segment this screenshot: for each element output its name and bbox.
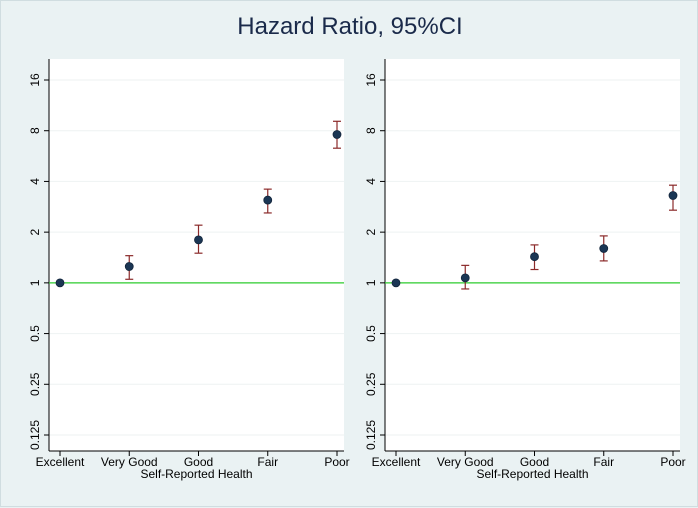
y-tick-label: 0.25 bbox=[364, 372, 378, 396]
x-tick-label: Very Good bbox=[101, 455, 158, 469]
x-tick-label: Good bbox=[520, 455, 549, 469]
x-tick-label: Excellent bbox=[36, 455, 85, 469]
x-tick-label: Very Good bbox=[437, 455, 494, 469]
data-point bbox=[668, 191, 678, 200]
data-point bbox=[194, 235, 203, 245]
x-axis-title: Self-Reported Health bbox=[140, 467, 252, 481]
data-point bbox=[124, 262, 134, 271]
y-tick-label: 4 bbox=[364, 178, 378, 185]
chart-title: Hazard Ratio, 95%CI bbox=[237, 13, 463, 40]
y-tick-label: 2 bbox=[364, 228, 378, 235]
y-tick-label: 0.125 bbox=[28, 420, 42, 450]
data-point bbox=[530, 252, 539, 262]
y-tick-label: 0.5 bbox=[28, 325, 42, 342]
x-tick-label: Poor bbox=[324, 455, 349, 469]
data-point bbox=[599, 244, 609, 253]
panel-right: 0.125 0.25 0.5 1 2 4 8 16 Excellent Very Good Good… bbox=[364, 59, 686, 481]
y-tick-label: 1 bbox=[28, 279, 42, 286]
y-tick-label: 0.25 bbox=[28, 372, 42, 396]
y-tick-label: 1 bbox=[364, 279, 378, 286]
x-axis-title: Self-Reported Health bbox=[476, 467, 588, 481]
data-point bbox=[55, 278, 65, 288]
data-point bbox=[263, 195, 273, 205]
data-point bbox=[460, 273, 470, 283]
y-tick-label: 8 bbox=[28, 127, 42, 134]
y-tick-label: 0.5 bbox=[364, 325, 378, 342]
y-tick-label: 2 bbox=[28, 228, 42, 235]
y-tick-label: 16 bbox=[364, 73, 378, 87]
y-tick-label: 16 bbox=[28, 73, 42, 87]
x-tick-label: Poor bbox=[660, 455, 685, 469]
panel-left: 0.125 0.25 0.5 1 2 4 8 16 Excellent Very Good Good… bbox=[28, 59, 350, 481]
plot-region bbox=[49, 59, 344, 451]
y-tick-label: 0.125 bbox=[364, 420, 378, 450]
x-tick-label: Good bbox=[184, 455, 213, 469]
data-point bbox=[332, 130, 342, 139]
x-tick-label: Fair bbox=[593, 455, 614, 469]
data-point bbox=[391, 278, 401, 288]
x-tick-label: Fair bbox=[257, 455, 278, 469]
y-tick-label: 4 bbox=[28, 178, 42, 185]
y-tick-label: 8 bbox=[364, 127, 378, 134]
x-tick-label: Excellent bbox=[372, 455, 421, 469]
